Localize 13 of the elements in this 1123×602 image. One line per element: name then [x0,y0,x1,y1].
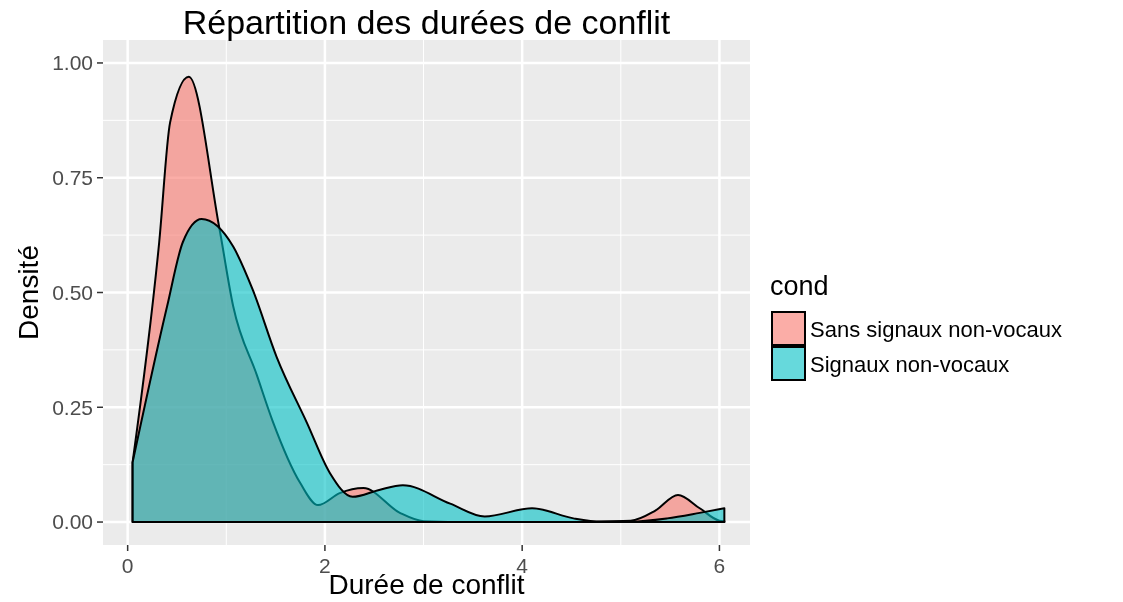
legend-label: Sans signaux non-vocaux [810,316,1062,342]
y-tick-label: 0.00 [52,510,93,534]
x-tick-label: 6 [713,554,726,577]
legend-label: Signaux non-vocaux [810,351,1010,377]
y-tick-label: 1.00 [52,51,93,75]
y-tick-label: 0.75 [52,166,93,190]
y-axis-title: Densité [13,245,44,340]
x-tick-label: 2 [319,554,331,577]
legend-title: cond [770,271,829,301]
chart-title: Répartition des durées de conflit [182,3,671,41]
y-tick-label: 0.25 [52,395,93,419]
y-tick-label: 0.50 [52,280,93,304]
x-tick-label: 0 [121,554,134,577]
